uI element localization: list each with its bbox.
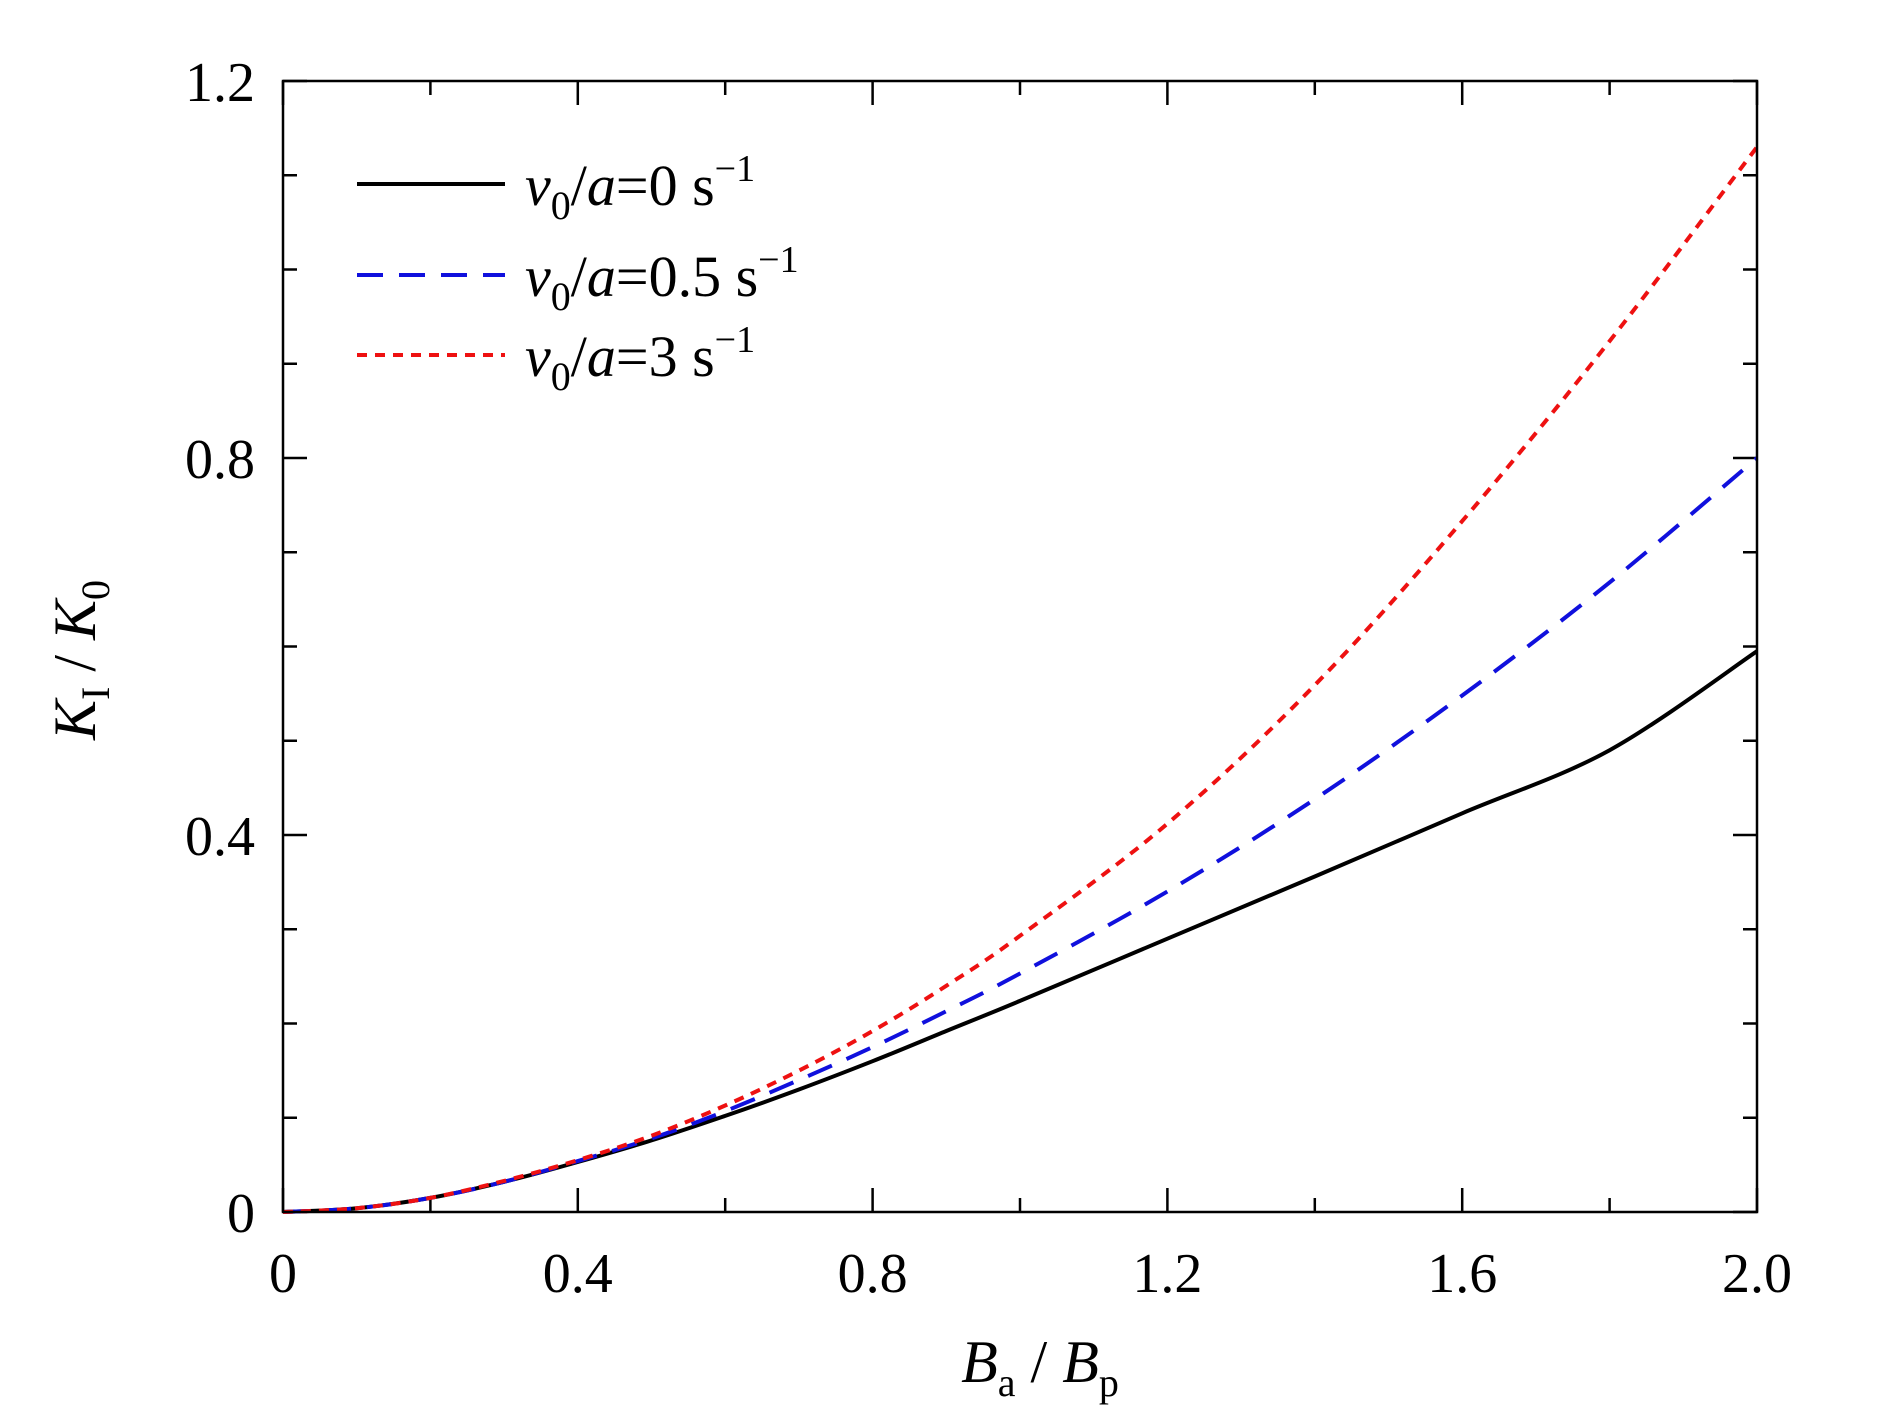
y-tick-label: 1.2 xyxy=(185,52,255,114)
legend-label-3: v0/a=3 s−1 xyxy=(525,319,755,399)
plot-frame xyxy=(281,79,1759,1214)
legend-label-2: v0/a=0.5 s−1 xyxy=(525,239,799,319)
x-tick-label: 0.8 xyxy=(838,1243,908,1305)
x-tick-label: 0.4 xyxy=(543,1243,613,1305)
y-axis-label: KI / K0 xyxy=(42,580,118,741)
y-tick-label: 0.4 xyxy=(185,806,255,868)
axis-ticks xyxy=(281,79,1759,1214)
series-line-2 xyxy=(282,456,1759,1214)
legend-label-1: v0/a=0 s−1 xyxy=(525,148,755,228)
x-tick-label: 1.2 xyxy=(1132,1243,1202,1305)
x-tick-label: 1.6 xyxy=(1427,1243,1497,1305)
x-tick-label: 0 xyxy=(269,1243,297,1305)
tick-labels: 0 0.4 0.8 1.2 1.6 2.0 0 0.4 0.8 1.2 xyxy=(185,52,1792,1305)
x-axis-label: Ba / Bp xyxy=(961,1329,1119,1405)
series-line-3 xyxy=(282,145,1759,1214)
series-layer xyxy=(282,145,1759,1214)
y-tick-label: 0.8 xyxy=(185,429,255,491)
series-line-1 xyxy=(282,649,1759,1214)
legend: v0/a=0 s−1 v0/a=0.5 s−1v0/a=3 s−1 xyxy=(357,148,799,399)
y-tick-label: 0 xyxy=(227,1183,255,1245)
x-tick-label: 2.0 xyxy=(1722,1243,1792,1305)
